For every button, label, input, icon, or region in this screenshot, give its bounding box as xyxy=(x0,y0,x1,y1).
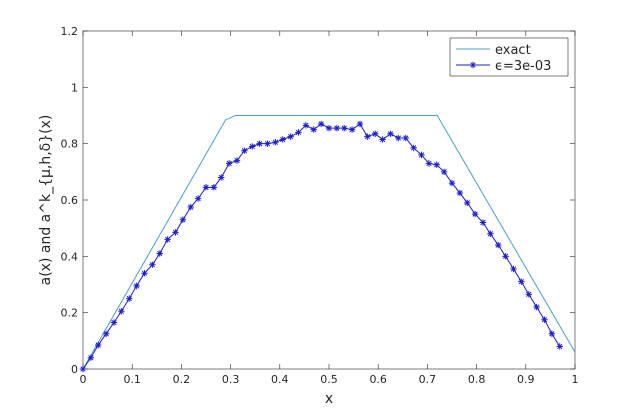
x-tick-label: 0.5 xyxy=(320,373,338,386)
marker xyxy=(241,147,248,154)
legend-box xyxy=(449,37,569,77)
marker xyxy=(279,136,286,143)
marker xyxy=(525,291,532,298)
marker xyxy=(541,316,548,323)
marker xyxy=(210,184,218,191)
marker xyxy=(456,189,464,197)
y-tick-label: 0.4 xyxy=(61,250,79,263)
marker xyxy=(256,140,263,147)
marker xyxy=(495,241,502,249)
marker xyxy=(479,219,487,226)
marker xyxy=(302,122,310,129)
marker xyxy=(149,261,156,268)
marker xyxy=(356,120,364,128)
y-tick-label: 0.2 xyxy=(61,307,79,320)
x-tick-label: 0.1 xyxy=(123,373,141,386)
marker xyxy=(556,343,563,350)
x-tick-label: 0.8 xyxy=(468,373,486,386)
marker xyxy=(79,365,87,373)
x-tick-label: 0.2 xyxy=(173,373,191,386)
marker xyxy=(249,143,256,150)
marker xyxy=(164,236,171,243)
marker xyxy=(218,174,225,181)
marker xyxy=(141,270,148,277)
plot-area xyxy=(82,30,576,370)
marker xyxy=(387,130,394,138)
marker xyxy=(464,199,471,207)
marker xyxy=(341,124,348,132)
marker xyxy=(187,203,194,211)
marker xyxy=(287,133,294,140)
marker xyxy=(310,126,317,133)
marker xyxy=(126,295,133,302)
marker xyxy=(364,133,371,140)
marker xyxy=(295,129,302,136)
y-tick-label: 1.2 xyxy=(61,25,79,38)
y-tick-label: 1 xyxy=(71,81,78,94)
marker xyxy=(548,330,556,337)
marker xyxy=(202,184,210,191)
legend-marker xyxy=(469,61,477,69)
marker xyxy=(172,229,179,236)
marker xyxy=(333,124,341,132)
marker xyxy=(264,140,271,147)
marker xyxy=(133,282,140,290)
marker xyxy=(533,303,540,311)
marker xyxy=(194,195,202,202)
marker xyxy=(395,134,402,142)
marker xyxy=(325,124,333,132)
marker xyxy=(118,308,125,315)
marker xyxy=(440,168,448,176)
marker xyxy=(317,120,325,128)
series-line xyxy=(82,115,576,370)
x-tick-label: 0.6 xyxy=(369,373,387,386)
marker xyxy=(379,136,386,143)
x-tick-label: 0.3 xyxy=(222,373,240,386)
marker xyxy=(372,130,379,138)
marker xyxy=(95,341,102,349)
marker xyxy=(518,278,525,285)
marker xyxy=(410,144,417,152)
marker xyxy=(502,253,509,260)
x-tick-label: 1 xyxy=(572,373,579,386)
marker xyxy=(402,134,409,142)
marker xyxy=(471,210,479,218)
marker xyxy=(348,126,356,133)
marker xyxy=(233,157,241,164)
legend-label: ϵ=3e-03 xyxy=(495,59,551,74)
y-tick-label: 0.8 xyxy=(61,138,79,151)
marker xyxy=(225,160,233,167)
marker xyxy=(87,354,95,361)
marker xyxy=(448,179,456,187)
marker xyxy=(110,319,118,326)
marker xyxy=(156,250,163,257)
legend-label: exact xyxy=(495,43,531,58)
y-axis-label: a(x) and a^k_{μ,h,δ}(x) xyxy=(38,115,54,286)
x-tick-label: 0.4 xyxy=(271,373,289,386)
y-tick-label: 0.6 xyxy=(61,194,79,207)
marker xyxy=(418,151,425,159)
marker xyxy=(102,330,110,337)
x-tick-label: 0.9 xyxy=(517,373,535,386)
x-tick-label: 0 xyxy=(80,373,87,386)
marker xyxy=(510,265,517,273)
marker xyxy=(433,161,440,168)
marker xyxy=(425,160,433,167)
y-tick-label: 0 xyxy=(71,363,78,376)
marker xyxy=(272,139,279,146)
marker xyxy=(179,216,187,223)
marker xyxy=(487,230,494,237)
x-tick-label: 0.7 xyxy=(419,373,437,386)
x-axis-label: x xyxy=(325,391,333,407)
